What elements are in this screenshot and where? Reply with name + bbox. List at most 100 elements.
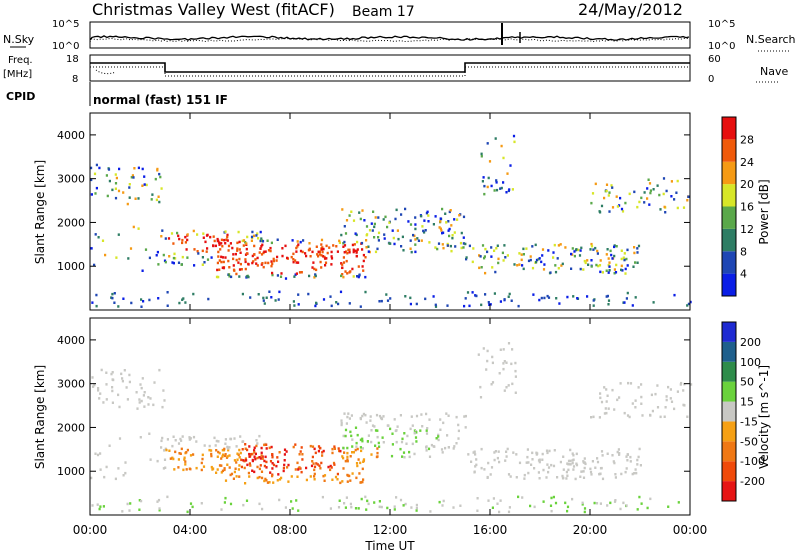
velocity-scatter-cell — [265, 460, 268, 464]
velocity-scatter-cell — [356, 447, 359, 451]
power-scatter-cell — [294, 273, 297, 276]
velocity-scatter-cell — [294, 468, 297, 471]
velocity-scatter-cell — [232, 477, 235, 480]
power-scatter-cell — [388, 221, 391, 224]
velocity-scatter-cell — [346, 459, 349, 463]
power-scatter-cell — [358, 211, 361, 214]
velocity-scatter-cell — [533, 467, 536, 470]
power-scatter-cell — [579, 249, 582, 252]
velocity-scatter-cell — [166, 438, 169, 441]
velocity-scatter-cell — [163, 458, 167, 461]
velocity-scatter-cell — [147, 403, 150, 406]
velocity-scatter-cell — [311, 445, 315, 448]
power-scatter-cell — [228, 266, 231, 269]
power-scatter-cell — [626, 291, 629, 295]
power-scatter-cell — [362, 259, 365, 263]
power-scatter-cell — [586, 259, 589, 262]
power-scatter-cell — [621, 210, 625, 213]
power-scatter-cell — [340, 274, 343, 278]
velocity-scatter-cell — [489, 473, 492, 476]
x-tick-label: 20:00 — [573, 523, 608, 537]
velocity-scatter-cell — [90, 476, 93, 480]
power-scatter-cell — [148, 298, 151, 302]
power-scatter-cell — [633, 251, 636, 255]
velocity-scatter-cell — [240, 465, 243, 469]
power-scatter-cell — [520, 258, 523, 262]
velocity-scatter-cell — [99, 505, 102, 508]
velocity-scatter-cell — [361, 467, 364, 471]
power-scatter-cell — [416, 237, 419, 240]
velocity-scatter-cell — [598, 472, 601, 476]
velocity-scatter-cell — [152, 403, 155, 407]
velocity-scatter-cell — [510, 362, 513, 366]
power-scatter-cell — [245, 242, 248, 245]
velocity-scatter-cell — [305, 478, 308, 482]
velocity-colorbar-swatch — [722, 481, 736, 501]
power-scatter-cell — [163, 259, 167, 262]
date-label: 24/May/2012 — [578, 0, 683, 19]
power-scatter-cell — [448, 227, 451, 231]
velocity-scatter-cell — [507, 384, 510, 387]
velocity-scatter-cell — [239, 451, 242, 455]
power-scatter-cell — [620, 249, 623, 252]
velocity-scatter-cell — [490, 383, 493, 386]
velocity-scatter-cell — [260, 446, 263, 450]
power-scatter-cell — [603, 196, 606, 200]
power-scatter-cell — [487, 176, 490, 180]
power-scatter-cell — [309, 255, 312, 258]
power-scatter-cell — [468, 244, 471, 248]
power-scatter-cell — [192, 229, 195, 233]
velocity-scatter-cell — [283, 463, 286, 467]
power-scatter-cell — [590, 259, 593, 262]
velocity-scatter-cell — [351, 445, 354, 448]
power-scatter-cell — [682, 206, 686, 209]
velocity-scatter-cell — [260, 454, 263, 457]
freq-tick-high: 18 — [66, 54, 79, 65]
velocity-scatter-cell — [619, 507, 622, 511]
velocity-scatter-cell — [292, 445, 295, 449]
freq-panel: Freq. [MHz] 18 8 60 0 Nave — [3, 54, 788, 85]
power-scatter-cell — [434, 215, 437, 218]
velocity-scatter-cell — [275, 464, 278, 468]
power-scatter-cell — [223, 238, 226, 242]
velocity-scatter-cell — [332, 461, 336, 465]
power-scatter-cell — [256, 256, 259, 260]
power-scatter-cell — [266, 239, 269, 242]
power-scatter-cell — [218, 259, 221, 262]
power-scatter-cell — [315, 268, 318, 272]
power-scatter-cell — [204, 240, 207, 244]
power-scatter-cell — [508, 188, 511, 191]
power-scatter-cell — [352, 248, 355, 251]
velocity-scatter-cell — [486, 475, 489, 479]
power-scatter-cell — [315, 301, 318, 305]
power-scatter-cell — [611, 186, 614, 189]
power-scatter-cell — [407, 220, 410, 223]
velocity-scatter-cell — [554, 501, 558, 505]
power-scatter-cell — [256, 264, 259, 267]
velocity-scatter-cell — [395, 440, 398, 444]
power-scatter-cell — [450, 249, 453, 253]
power-scatter-cell — [599, 270, 602, 274]
power-scatter-cell — [490, 255, 493, 258]
power-scatter-cell — [140, 298, 143, 301]
velocity-scatter-cell — [208, 444, 211, 448]
velocity-scatter-cell — [382, 441, 385, 444]
power-scatter-cell — [238, 240, 241, 244]
power-colorbar-swatch — [722, 161, 736, 185]
velocity-scatter-cell — [429, 510, 432, 513]
power-scatter-cell — [180, 263, 183, 266]
velocity-scatter-cell — [128, 380, 131, 384]
velocity-scatter-cell — [361, 480, 364, 484]
velocity-scatter-cell — [158, 368, 161, 372]
power-scatter-cell — [686, 304, 689, 307]
power-scatter-cell — [143, 175, 146, 178]
velocity-scatter-cell — [401, 437, 404, 441]
power-scatter-cell — [611, 257, 614, 260]
power-scatter-cell — [344, 232, 348, 235]
power-scatter-cell — [113, 292, 116, 295]
velocity-scatter-cell — [260, 470, 264, 473]
velocity-scatter-cell — [582, 460, 585, 463]
power-scatter-cell — [325, 244, 328, 248]
power-scatter-cell — [508, 292, 511, 296]
power-scatter-cell — [348, 248, 351, 252]
